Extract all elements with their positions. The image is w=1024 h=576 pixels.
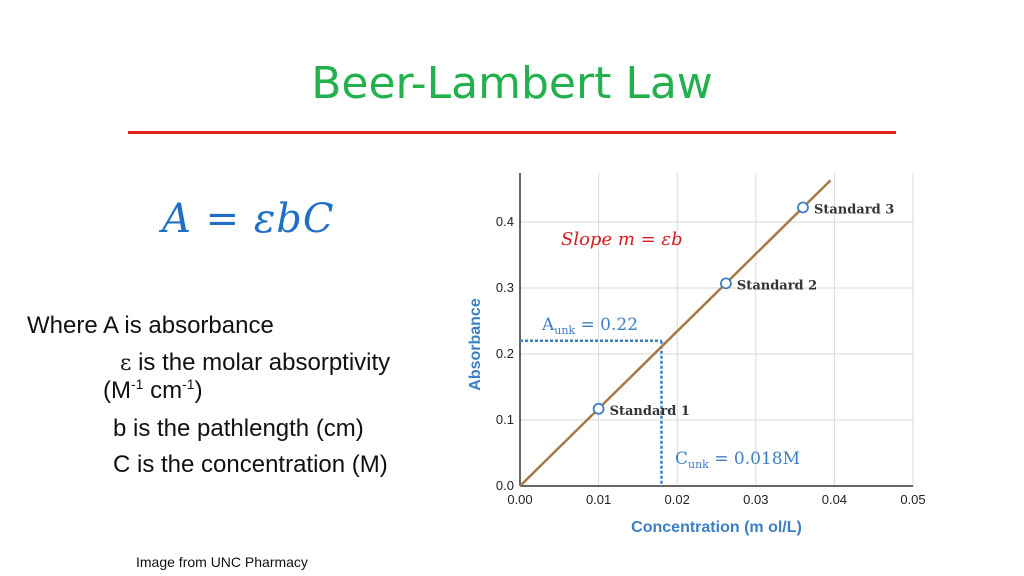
slide-title: Beer-Lambert Law	[311, 58, 713, 109]
standard-point	[592, 402, 605, 415]
x-tick-label: 0.03	[743, 492, 768, 507]
image-credit: Image from UNC Pharmacy	[136, 554, 308, 570]
epsilon-symbol: ε	[120, 351, 132, 376]
y-tick-label: 0.2	[496, 346, 514, 361]
unknown-absorbance-label: Aunk = 0.22	[541, 315, 638, 337]
y-tick-label: 0.4	[496, 214, 514, 229]
units-open: (M	[103, 377, 131, 404]
y-tick-label: 0.0	[496, 478, 514, 493]
x-axis-label: Concentration (m ol/L)	[631, 519, 802, 536]
standard-label: Standard 1	[610, 404, 690, 419]
calibration-line	[519, 179, 832, 487]
units-cm: cm	[143, 377, 183, 404]
x-tick-label: 0.02	[665, 492, 690, 507]
units-m-exponent: -1	[130, 376, 144, 392]
standard-label: Standard 3	[814, 202, 894, 217]
standard-label: Standard 2	[737, 278, 817, 293]
beer-lambert-formula: A = εbC	[162, 196, 335, 242]
x-tick-label: 0.01	[586, 492, 611, 507]
molar-absorptivity-text: is the molar absorptivity	[131, 349, 391, 376]
definition-pathlength: b is the pathlength (cm)	[113, 415, 364, 442]
slope-annotation: Slope m = εb	[561, 229, 683, 250]
x-tick-label: 0.00	[507, 492, 532, 507]
x-tick-label: 0.05	[900, 492, 925, 507]
units-cm-exponent: -1	[182, 376, 195, 392]
y-tick-label: 0.3	[496, 280, 514, 295]
unknown-concentration-label: Cunk = 0.018M	[675, 449, 800, 471]
definition-units: (M-1 cm-1)	[103, 376, 203, 405]
y-axis-label: Absorbance	[467, 298, 484, 391]
standard-point	[797, 201, 809, 214]
x-tick-label: 0.04	[822, 492, 847, 507]
standard-point	[720, 277, 732, 290]
definition-molar-absorptivity: ε is the molar absorptivity	[120, 349, 390, 377]
calibration-chart: 0.00 0.01 0.02 0.03 0.04 0.05 0.0 0.1 0.2 0.3 0.4 C…	[467, 173, 926, 536]
definition-concentration: C is the concentration (M)	[113, 451, 388, 478]
units-close: )	[194, 377, 203, 404]
y-tick-label: 0.1	[496, 412, 514, 427]
definition-absorbance: Where A is absorbance	[27, 312, 274, 339]
title-underline	[128, 131, 896, 134]
